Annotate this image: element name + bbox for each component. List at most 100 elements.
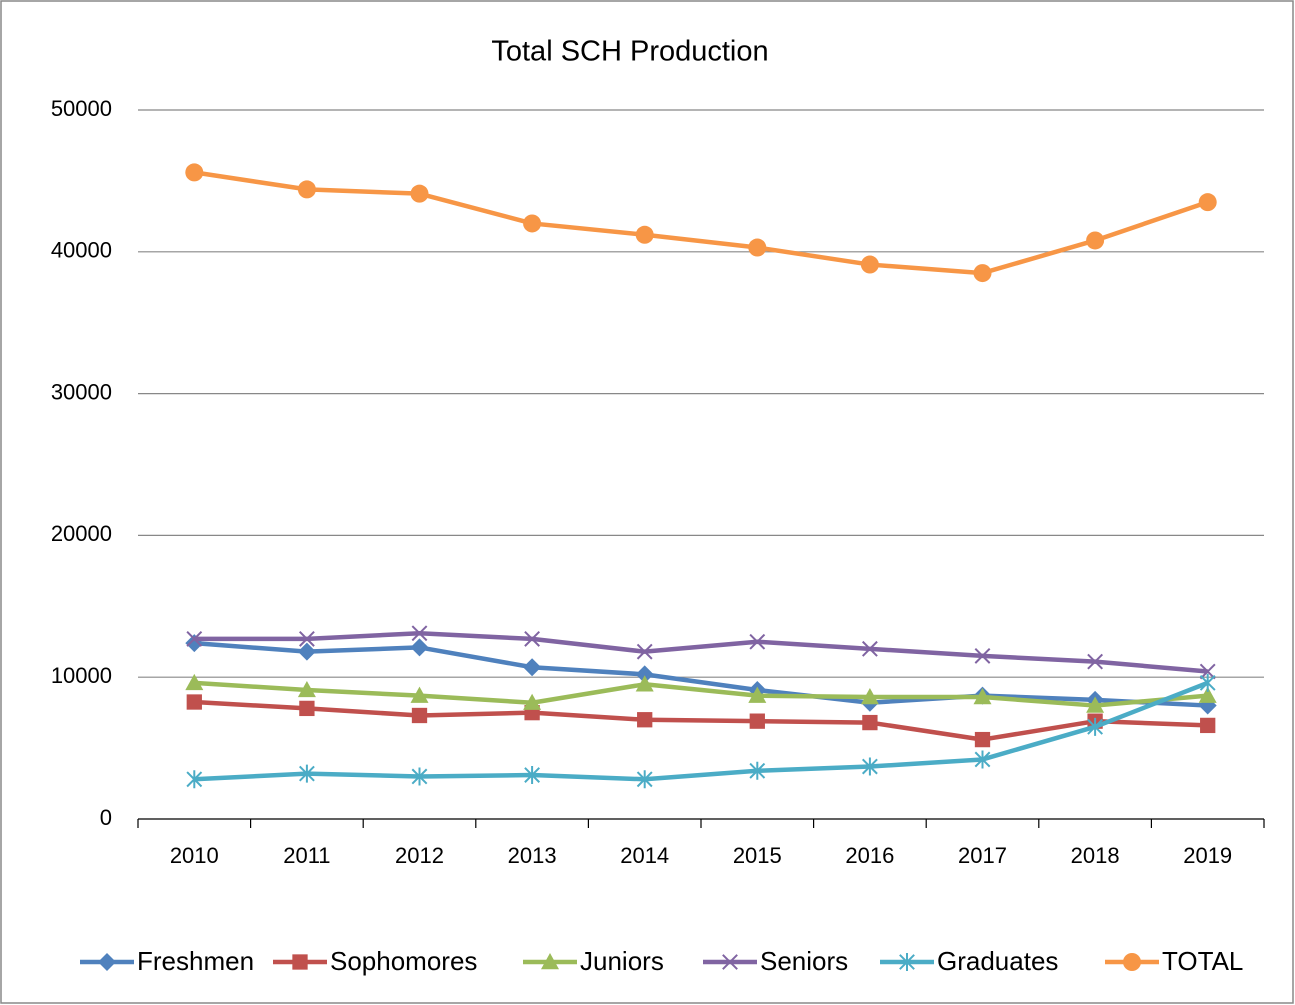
marker-shape [1199, 663, 1216, 680]
marker [186, 770, 203, 789]
y-tick-label: 50000 [51, 96, 112, 121]
marker-shape [749, 713, 765, 729]
marker-shape [523, 658, 542, 677]
marker [523, 693, 542, 710]
chart-title: Total SCH Production [491, 36, 768, 68]
marker-shape [722, 954, 738, 970]
marker [410, 638, 429, 657]
marker-shape [411, 767, 428, 786]
x-tick-label: 2010 [170, 843, 219, 868]
marker-shape [860, 688, 879, 705]
marker [186, 694, 202, 710]
marker-shape [186, 694, 202, 710]
marker-shape [523, 214, 542, 233]
marker-shape [1087, 717, 1104, 736]
marker [748, 238, 767, 257]
marker [410, 184, 429, 203]
marker [899, 953, 915, 971]
marker [411, 707, 428, 724]
marker-shape [98, 953, 116, 971]
marker [185, 163, 204, 182]
marker [974, 731, 991, 748]
marker [292, 954, 308, 970]
marker [637, 712, 653, 728]
marker [636, 770, 653, 789]
marker-shape [410, 638, 429, 657]
legend-label: Graduates [937, 946, 1058, 976]
marker-shape [411, 625, 428, 642]
marker-shape [1086, 231, 1105, 250]
marker [635, 665, 654, 684]
marker-shape [862, 714, 878, 731]
marker-shape [1123, 953, 1141, 971]
marker-shape [748, 686, 767, 703]
marker-shape [899, 953, 915, 971]
marker [297, 680, 316, 698]
marker [1123, 953, 1141, 971]
marker-shape [1086, 696, 1105, 713]
legend-label: Juniors [580, 946, 664, 976]
marker [748, 686, 767, 703]
y-tick-label: 0 [100, 805, 112, 830]
marker-shape [973, 264, 992, 283]
marker [635, 225, 654, 244]
marker [523, 214, 542, 233]
marker-shape [861, 640, 878, 657]
marker-shape [410, 184, 429, 203]
marker [299, 700, 315, 717]
marker-shape [411, 707, 428, 724]
marker [861, 640, 878, 657]
marker [1199, 673, 1216, 692]
marker-shape [974, 750, 991, 769]
marker-shape [748, 238, 767, 257]
marker-shape [541, 953, 559, 970]
x-tick-label: 2015 [733, 843, 782, 868]
marker [860, 688, 879, 705]
marker-shape [524, 766, 541, 785]
marker [1087, 653, 1104, 670]
legend-label: TOTAL [1162, 946, 1243, 976]
marker [524, 631, 541, 647]
x-tick-label: 2014 [620, 843, 669, 868]
marker-shape [298, 764, 315, 783]
marker-shape [749, 761, 766, 780]
marker-shape [636, 643, 653, 660]
marker-shape [635, 665, 654, 684]
marker [635, 675, 654, 692]
marker [297, 180, 316, 199]
legend-label: Seniors [760, 946, 848, 976]
marker [186, 631, 203, 647]
marker-shape [292, 954, 308, 970]
marker [410, 686, 429, 703]
marker [974, 648, 991, 664]
marker [523, 658, 542, 677]
x-tick-label: 2016 [845, 843, 894, 868]
marker-shape [1199, 673, 1216, 692]
marker [1200, 717, 1216, 734]
marker [722, 954, 738, 970]
marker-shape [635, 225, 654, 244]
series-line [194, 680, 1209, 782]
marker [524, 766, 541, 785]
y-tick-label: 20000 [51, 521, 112, 546]
marker-shape [861, 757, 878, 776]
marker-shape [523, 693, 542, 710]
marker-shape [636, 770, 653, 789]
marker [541, 953, 559, 970]
marker-shape [297, 180, 316, 199]
x-tick-label: 2012 [395, 843, 444, 868]
marker [1086, 696, 1105, 713]
series-line [194, 680, 1208, 708]
marker-shape [749, 633, 766, 650]
x-tick-label: 2019 [1183, 843, 1232, 868]
series-line [194, 640, 1208, 708]
series-line [194, 699, 1208, 742]
marker [1086, 231, 1105, 250]
marker-shape [635, 675, 654, 692]
marker-shape [524, 631, 541, 647]
marker-shape [973, 688, 992, 705]
marker [749, 633, 766, 650]
series-line [193, 170, 1209, 276]
marker-shape [637, 712, 653, 728]
